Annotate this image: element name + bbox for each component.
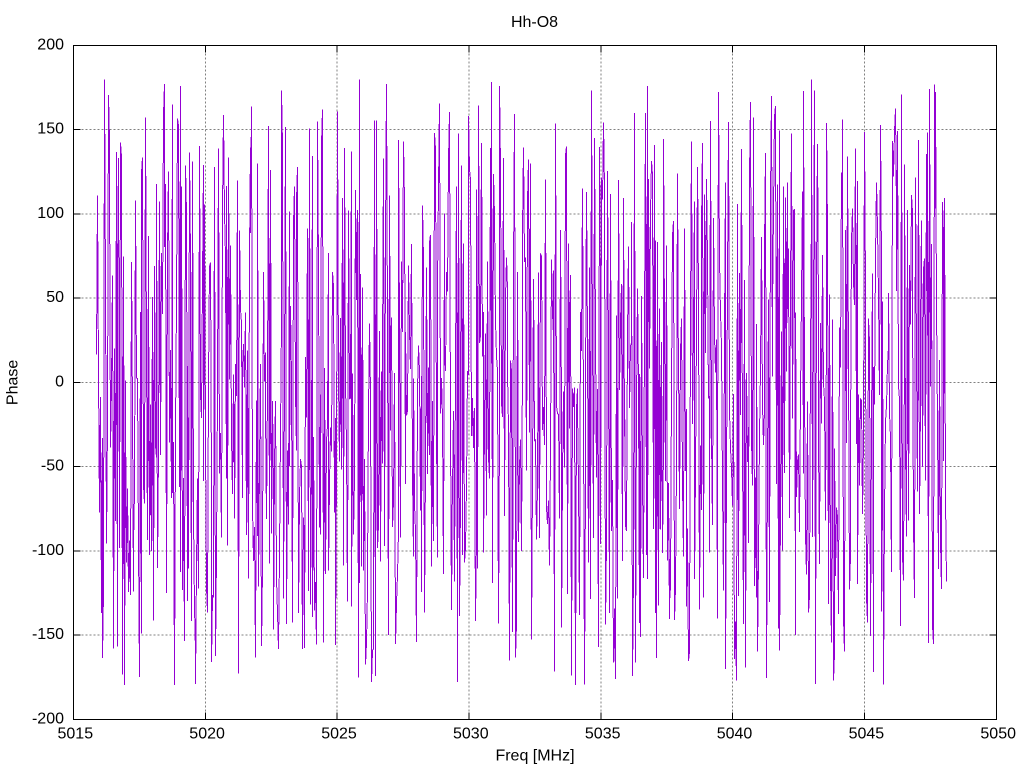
svg-text:Freq [MHz]: Freq [MHz]	[495, 748, 574, 765]
svg-text:5015: 5015	[58, 726, 94, 743]
svg-text:5040: 5040	[717, 726, 753, 743]
svg-text:-150: -150	[32, 626, 64, 643]
svg-text:5045: 5045	[849, 726, 885, 743]
svg-text:-50: -50	[41, 458, 64, 475]
svg-text:0: 0	[55, 373, 64, 390]
svg-text:5050: 5050	[980, 726, 1016, 743]
svg-text:5030: 5030	[453, 726, 489, 743]
svg-text:Phase: Phase	[5, 360, 22, 405]
svg-text:-100: -100	[32, 542, 64, 559]
svg-text:5020: 5020	[189, 726, 225, 743]
svg-text:200: 200	[37, 37, 64, 54]
svg-text:-200: -200	[32, 710, 64, 727]
svg-text:5025: 5025	[321, 726, 357, 743]
svg-text:5035: 5035	[585, 726, 621, 743]
svg-text:50: 50	[46, 289, 64, 306]
svg-text:150: 150	[37, 121, 64, 138]
svg-text:100: 100	[37, 205, 64, 222]
svg-text:Hh-O8: Hh-O8	[511, 14, 558, 31]
